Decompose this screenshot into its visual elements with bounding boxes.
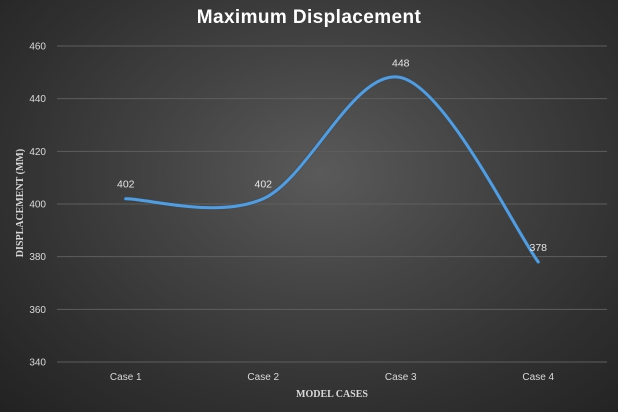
x-axis-ticks: Case 1 Case 2 Case 3 Case 4: [110, 372, 555, 383]
y-tick-label: 380: [29, 252, 46, 263]
y-tick-label: 400: [29, 200, 46, 211]
series-layer: [123, 74, 541, 265]
data-label: 402: [117, 179, 135, 191]
x-tick-label: Case 1: [110, 372, 142, 383]
data-labels: 402 402 448 378: [117, 58, 547, 254]
x-tick-label: Case 2: [247, 372, 279, 383]
y-tick-label: 340: [29, 358, 46, 369]
data-label: 448: [392, 58, 410, 70]
data-label: 378: [529, 242, 547, 254]
gridlines: [57, 45, 607, 363]
x-tick-label: Case 3: [385, 372, 417, 383]
y-axis-ticks: 340 360 380 400 420 440 460: [29, 42, 46, 369]
y-tick-label: 420: [29, 147, 46, 158]
series-line-shadow: [123, 74, 541, 265]
x-axis-label: MODEL CASES: [296, 389, 368, 400]
data-label: 402: [254, 179, 272, 191]
y-axis-label: DISPLACEMENT (MM): [15, 149, 26, 257]
series-line: [124, 75, 540, 264]
chart-title: Maximum Displacement: [196, 7, 422, 28]
y-tick-label: 360: [29, 305, 46, 316]
x-tick-label: Case 4: [522, 372, 554, 383]
y-tick-label: 440: [29, 94, 46, 105]
y-tick-label: 460: [29, 42, 46, 53]
